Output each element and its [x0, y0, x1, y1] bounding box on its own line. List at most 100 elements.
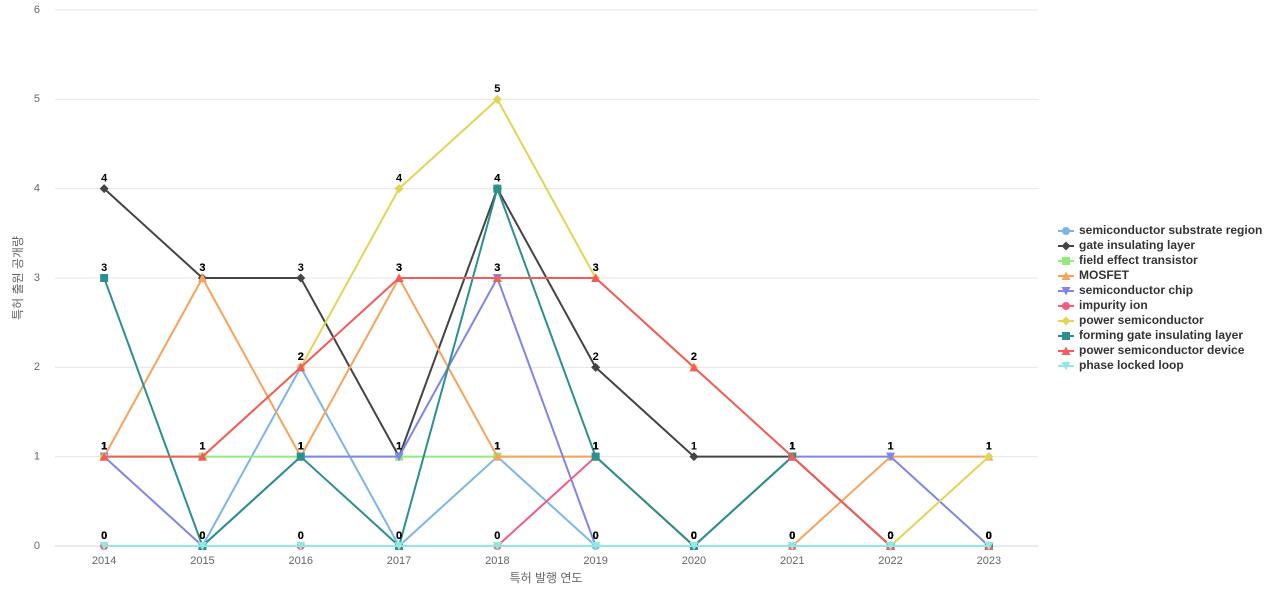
legend-label: field effect transistor	[1079, 253, 1198, 267]
x-tick-label: 2021	[780, 555, 804, 567]
value-label: 1	[396, 441, 402, 453]
value-label: 0	[396, 530, 402, 542]
point	[100, 274, 109, 282]
legend-item[interactable]: impurity ion	[1058, 298, 1148, 312]
legend-item[interactable]: gate insulating layer	[1058, 238, 1195, 252]
legend-marker	[1061, 362, 1071, 371]
value-label: 1	[199, 441, 205, 453]
value-label: 1	[887, 441, 893, 453]
legend-item[interactable]: semiconductor substrate region	[1058, 223, 1262, 237]
value-label: 1	[101, 441, 107, 453]
value-label: 1	[298, 441, 304, 453]
legend-marker	[1061, 241, 1071, 251]
value-label: 0	[199, 530, 205, 542]
legend-item[interactable]: field effect transistor	[1058, 253, 1198, 267]
value-label: 0	[986, 530, 992, 542]
value-label: 3	[494, 262, 500, 274]
point	[296, 362, 306, 372]
value-label: 0	[789, 530, 795, 542]
value-label: 2	[691, 351, 697, 363]
point	[197, 273, 207, 282]
point	[689, 362, 699, 372]
x-tick-label: 2017	[387, 555, 411, 567]
point	[787, 452, 797, 461]
value-label: 4	[101, 173, 108, 185]
value-label: 2	[593, 351, 599, 363]
value-label: 0	[199, 530, 205, 542]
point	[394, 273, 404, 282]
y-axis-title: 특허 출원 공개량	[11, 236, 25, 320]
point	[886, 542, 896, 551]
point	[197, 452, 207, 461]
y-tick-label: 6	[34, 4, 40, 16]
point	[394, 452, 404, 462]
value-label: 0	[887, 530, 893, 542]
value-label: 2	[298, 351, 304, 363]
legend-item[interactable]: phase locked loop	[1058, 358, 1184, 372]
value-label: 1	[593, 441, 599, 453]
x-tick-label: 2020	[682, 555, 706, 567]
legend-item[interactable]: forming gate insulating layer	[1058, 328, 1243, 342]
legend-item[interactable]: MOSFET	[1058, 268, 1130, 282]
value-label: 0	[887, 530, 893, 542]
value-label: 4	[396, 173, 403, 185]
y-tick-label: 5	[34, 93, 40, 105]
x-tick-label: 2019	[583, 555, 607, 567]
value-label: 3	[396, 262, 402, 274]
value-label: 0	[887, 530, 893, 542]
x-tick-label: 2023	[977, 555, 1001, 567]
x-tick-label: 2016	[289, 555, 313, 567]
point	[886, 452, 896, 462]
value-label: 5	[494, 83, 500, 95]
value-label: 4	[494, 173, 501, 185]
legend-marker	[1061, 287, 1071, 296]
legend-label: impurity ion	[1079, 298, 1148, 312]
value-label: 0	[691, 530, 697, 542]
value-label: 0	[789, 530, 795, 542]
point	[591, 362, 601, 372]
value-label: 2	[298, 351, 304, 363]
value-label: 0	[789, 530, 795, 542]
value-label: 2	[298, 351, 304, 363]
value-label: 0	[396, 530, 402, 542]
value-label: 0	[593, 530, 599, 542]
value-label: 0	[396, 530, 402, 542]
point	[984, 542, 994, 551]
value-label: 0	[199, 530, 205, 542]
value-label: 0	[691, 530, 697, 542]
value-label: 0	[396, 530, 402, 542]
point	[197, 542, 207, 551]
value-label: 1	[789, 441, 795, 453]
value-label: 0	[593, 530, 599, 542]
value-label: 0	[494, 530, 500, 542]
value-label: 0	[887, 530, 893, 542]
point	[689, 452, 699, 462]
value-label: 3	[593, 262, 599, 274]
value-label: 1	[887, 441, 893, 453]
value-label: 1	[986, 441, 992, 453]
value-label: 0	[887, 530, 893, 542]
point	[984, 452, 994, 462]
value-label: 1	[199, 441, 205, 453]
legend-item[interactable]: power semiconductor	[1058, 313, 1204, 327]
legend-label: gate insulating layer	[1079, 238, 1195, 252]
value-label: 1	[199, 441, 205, 453]
value-label: 1	[298, 441, 304, 453]
value-label: 0	[691, 530, 697, 542]
y-tick-label: 0	[34, 540, 40, 552]
legend-item[interactable]: semiconductor chip	[1058, 283, 1193, 297]
legend-item[interactable]: power semiconductor device	[1058, 343, 1245, 357]
value-label: 1	[396, 441, 402, 453]
y-tick-label: 1	[34, 451, 40, 463]
legend-label: semiconductor substrate region	[1079, 223, 1262, 237]
legend-marker	[1062, 332, 1070, 340]
value-label: 1	[494, 441, 500, 453]
legend-label: power semiconductor device	[1079, 343, 1245, 357]
legend-label: semiconductor chip	[1079, 283, 1193, 297]
value-label: 0	[199, 530, 205, 542]
value-label: 1	[101, 441, 107, 453]
value-label: 0	[101, 530, 107, 542]
legend-label: power semiconductor	[1079, 313, 1204, 327]
point	[492, 542, 502, 551]
